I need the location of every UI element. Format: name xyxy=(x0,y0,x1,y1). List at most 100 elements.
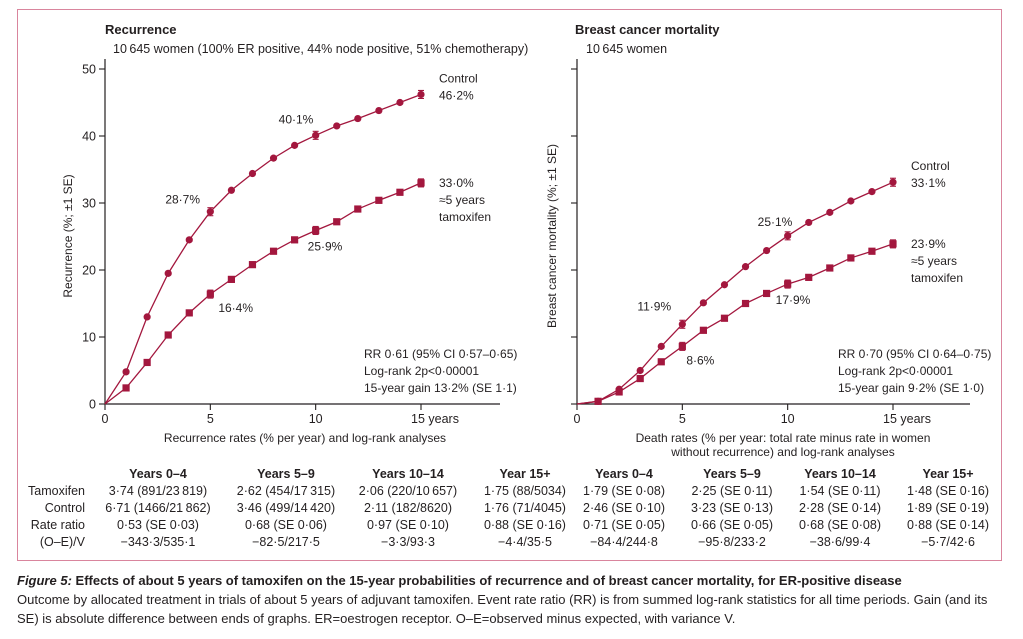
tamoxifen-end-label: ≈5 years xyxy=(439,193,485,207)
control-data-point xyxy=(143,313,151,321)
control-data-point xyxy=(805,218,813,227)
control-data-point xyxy=(699,299,708,307)
control-end-label: Control xyxy=(439,71,478,85)
column-header: Years 0–4 xyxy=(129,467,187,481)
mortality-xlabel: Death rates (% per year: total rate minu… xyxy=(608,431,958,459)
table-cell: 3·46 (499/14 420) xyxy=(236,500,336,515)
tamoxifen-data-point xyxy=(741,299,750,308)
control-end-label: 33·1% xyxy=(911,176,946,190)
recurrence-xlabel: Recurrence rates (% per year) and log-ra… xyxy=(140,431,470,445)
mortality-rates-table: Years 0–4 Years 5–9 Years 10–14 Year 15+… xyxy=(570,466,1002,550)
table-row: Tamoxifen 3·74 (891/23 819) 2·62 (454/17… xyxy=(24,482,579,499)
table-cell: 3·23 (SE 0·13) xyxy=(691,500,773,515)
control-series-line xyxy=(104,93,422,405)
table-cell: 2·62 (454/17 315) xyxy=(236,483,336,498)
xlabel-line: Recurrence rates (% per year) and log-ra… xyxy=(163,431,447,445)
recurrence-panel-title: Recurrence xyxy=(105,22,177,37)
recurrence-stats: RR 0·61 (95% CI 0·57–0·65) Log-rank 2p<0… xyxy=(364,346,517,397)
tamoxifen-data-point xyxy=(868,247,876,255)
tamoxifen-data-point xyxy=(248,261,257,269)
row-label: (O–E)/V xyxy=(39,534,85,549)
tamoxifen-data-point xyxy=(615,388,623,396)
column-header: Years 0–4 xyxy=(595,467,653,481)
row-label: Rate ratio xyxy=(30,517,85,532)
xlabel-line: without recurrence) and log-rank analyse… xyxy=(671,445,895,459)
table-cell: 0·68 (SE 0·08) xyxy=(799,517,881,532)
x-tick-label: 0 xyxy=(574,412,581,426)
table-header-row: Years 0–4 Years 5–9 Years 10–14 Year 15+ xyxy=(24,466,579,482)
tamoxifen-data-point xyxy=(657,358,665,366)
stat-line: 15-year gain 9·2% (SE 1·0) xyxy=(838,381,985,395)
x-tick-label: 5 xyxy=(679,412,686,426)
tamoxifen-end-label: 23·9% xyxy=(911,237,946,251)
control-data-point xyxy=(678,320,686,328)
table-cell: 1·54 (SE 0·11) xyxy=(799,483,881,498)
y-tick-label: 50 xyxy=(82,63,96,77)
column-header: Year 15+ xyxy=(922,467,974,481)
control-data-point xyxy=(784,232,792,240)
table-cell: −343·3/535·1 xyxy=(120,534,196,549)
tamoxifen-data-point xyxy=(185,309,193,317)
value-annotation: 8·6% xyxy=(686,353,714,367)
control-data-point xyxy=(291,141,299,149)
tamoxifen-data-point xyxy=(636,374,644,383)
control-data-point xyxy=(248,169,257,178)
table-cell: 2·28 (SE 0·14) xyxy=(799,500,881,515)
table-row: 2·46 (SE 0·10) 3·23 (SE 0·13) 2·28 (SE 0… xyxy=(570,499,1002,516)
table-row: −84·4/244·8 −95·8/233·2 −38·6/99·4 −5·7/… xyxy=(570,533,1002,550)
table-row: (O–E)/V −343·3/535·1 −82·5/217·5 −3·3/93… xyxy=(24,533,579,550)
table-cell: −38·6/99·4 xyxy=(809,534,871,549)
table-cell: 0·71 (SE 0·05) xyxy=(583,517,665,532)
caption-body: Outcome by allocated treatment in trials… xyxy=(17,592,988,626)
table-header-row: Years 0–4 Years 5–9 Years 10–14 Year 15+ xyxy=(570,466,1002,482)
figure-frame xyxy=(17,9,1002,561)
tamoxifen-data-point xyxy=(889,240,897,248)
control-data-point xyxy=(826,208,834,216)
tamoxifen-data-point xyxy=(847,254,855,262)
row-label-header xyxy=(24,466,89,482)
tamoxifen-data-point xyxy=(312,226,320,235)
control-data-point xyxy=(763,246,771,255)
control-data-point xyxy=(741,263,750,271)
table-cell: 0·97 (SE 0·10) xyxy=(366,517,449,532)
tamoxifen-data-point xyxy=(784,280,792,288)
y-axis-title: Breast cancer mortality (%; ±1 SE) xyxy=(545,144,559,328)
tamoxifen-data-point xyxy=(227,275,235,283)
control-data-point xyxy=(889,178,897,186)
table-cell: 1·89 (SE 0·19) xyxy=(907,500,989,515)
y-tick-label: 0 xyxy=(89,398,96,412)
tamoxifen-end-label: 33·0% xyxy=(439,176,474,190)
control-data-point xyxy=(657,342,665,350)
table-cell: 6·71 (1466/21 862) xyxy=(105,500,211,515)
tamoxifen-data-point xyxy=(291,236,299,244)
table-cell: 3·74 (891/23 819) xyxy=(108,483,208,498)
control-data-point xyxy=(122,368,130,376)
control-data-point xyxy=(185,236,193,244)
table-cell: −84·4/244·8 xyxy=(590,534,658,549)
tamoxifen-data-point xyxy=(269,247,278,255)
control-data-point xyxy=(206,208,214,216)
table-cell: 1·75 (88/5034) xyxy=(483,483,566,498)
table-row: 1·79 (SE 0·08) 2·25 (SE 0·11) 1·54 (SE 0… xyxy=(570,482,1002,499)
tamoxifen-data-point xyxy=(122,384,130,392)
x-tick-label: 15 years xyxy=(883,412,931,426)
value-annotation: 17·9% xyxy=(776,293,811,307)
xlabel-line: Death rates (% per year: total rate minu… xyxy=(635,431,931,445)
control-data-point xyxy=(720,281,729,289)
tamoxifen-series-line xyxy=(576,243,894,405)
table-cell: 0·88 (SE 0·14) xyxy=(907,517,989,532)
table-cell: −95·8/233·2 xyxy=(698,534,766,549)
y-tick-label: 20 xyxy=(82,264,96,278)
control-data-point xyxy=(417,90,425,99)
x-tick-label: 5 xyxy=(207,412,214,426)
stat-line: RR 0·61 (95% CI 0·57–0·65) xyxy=(364,347,518,361)
control-data-point xyxy=(375,106,383,115)
tamoxifen-end-label: ≈5 years xyxy=(911,254,957,268)
tamoxifen-data-point xyxy=(699,326,707,334)
stat-line: 15-year gain 13·2% (SE 1·1) xyxy=(364,381,517,395)
control-end-label: Control xyxy=(911,159,950,173)
tamoxifen-data-point xyxy=(805,273,813,281)
recurrence-panel-subtitle: 10 645 women (100% ER positive, 44% node… xyxy=(113,42,529,56)
table-cell: 1·76 (71/4045) xyxy=(483,500,566,515)
caption-title: Effects of about 5 years of tamoxifen on… xyxy=(71,573,902,588)
